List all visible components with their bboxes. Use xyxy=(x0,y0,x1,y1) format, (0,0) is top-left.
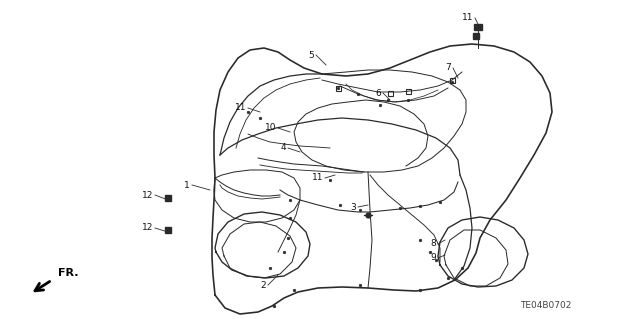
Text: 1: 1 xyxy=(184,181,190,189)
Bar xyxy=(335,85,340,91)
Text: TE04B0702: TE04B0702 xyxy=(520,300,572,309)
Text: 11: 11 xyxy=(461,13,473,23)
Text: 4: 4 xyxy=(280,144,286,152)
Text: 9: 9 xyxy=(430,254,436,263)
Bar xyxy=(474,24,482,30)
Text: 12: 12 xyxy=(141,190,153,199)
Text: FR.: FR. xyxy=(58,268,79,278)
Text: 11: 11 xyxy=(234,103,246,113)
Text: 2: 2 xyxy=(260,280,266,290)
Text: 5: 5 xyxy=(308,50,314,60)
Bar xyxy=(165,227,171,233)
Text: 7: 7 xyxy=(445,63,451,72)
Bar xyxy=(406,88,410,93)
Bar xyxy=(387,91,392,95)
Text: 3: 3 xyxy=(350,203,356,211)
Text: 10: 10 xyxy=(264,123,276,132)
Text: 8: 8 xyxy=(430,240,436,249)
Bar xyxy=(449,78,454,83)
Bar xyxy=(473,33,479,39)
Text: 12: 12 xyxy=(141,224,153,233)
Text: 11: 11 xyxy=(312,174,323,182)
Bar xyxy=(165,195,171,201)
Text: 6: 6 xyxy=(375,88,381,98)
